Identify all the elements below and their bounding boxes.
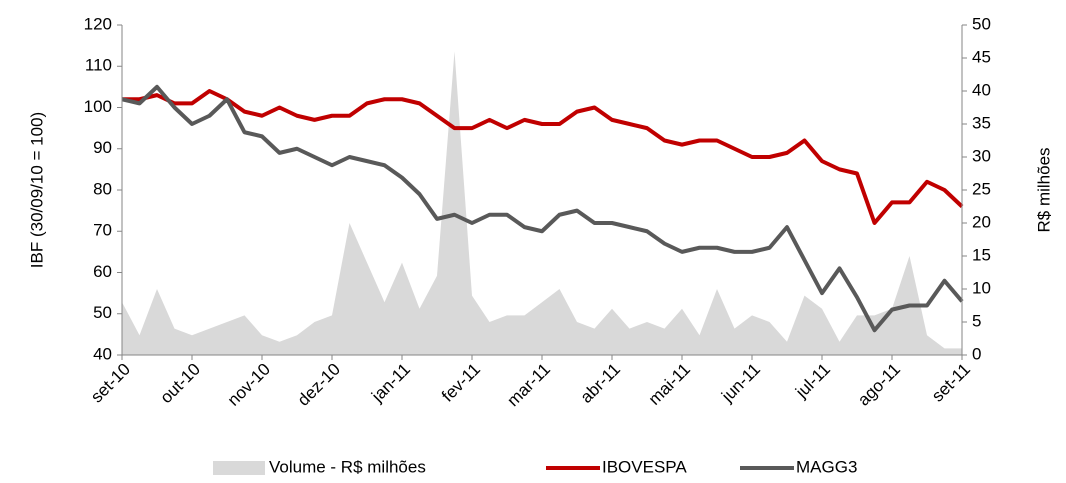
y-tick-label: 50 [93,303,112,322]
x-tick-label: mai-11 [645,360,694,409]
x-tick-label: abr-11 [577,360,624,407]
y-axis-label: IBF (30/09/10 = 100) [27,112,46,268]
y2-tick-label: 15 [972,245,991,264]
y2-axis-label: R$ milhões [1034,147,1053,232]
series-line [121,84,964,333]
x-tick-label: jul-11 [791,360,834,403]
y-tick-label: 90 [93,138,112,157]
y-tick-label: 60 [93,262,112,281]
x-tick-label: out-10 [156,360,204,408]
y-tick-label: 80 [93,179,112,198]
y-tick-label: 120 [84,14,112,33]
y2-tick-label: 5 [972,311,981,330]
x-tick-label: jun-11 [717,360,764,407]
y-tick-label: 110 [85,56,112,75]
legend-label: MAGG3 [796,457,857,476]
y2-tick-label: 35 [972,113,991,132]
y-tick-label: 40 [93,344,112,363]
legend-swatch [213,461,265,475]
x-tick-label: fev-11 [438,360,484,406]
y2-tick-label: 0 [972,344,981,363]
legend-label: IBOVESPA [602,457,687,476]
volume-area [122,51,962,356]
x-tick-label: jan-11 [367,360,414,407]
y2-tick-label: 50 [972,14,991,33]
x-tick-label: ago-11 [854,360,904,410]
y2-tick-label: 30 [972,146,991,165]
y-tick-label: 70 [93,221,112,240]
y2-tick-label: 20 [972,212,991,231]
x-tick-label: nov-10 [224,360,274,410]
y2-tick-label: 25 [972,179,991,198]
x-tick-label: dez-10 [294,360,344,410]
y2-tick-label: 40 [972,80,991,99]
x-tick-label: set-10 [87,360,134,407]
series-line [122,89,964,225]
y2-tick-label: 45 [972,47,991,66]
x-tick-label: mar-11 [503,360,554,411]
y2-tick-label: 10 [972,278,991,297]
x-tick-label: set-11 [928,360,974,406]
y-tick-label: 100 [84,97,112,116]
legend-label: Volume - R$ milhões [269,457,426,476]
